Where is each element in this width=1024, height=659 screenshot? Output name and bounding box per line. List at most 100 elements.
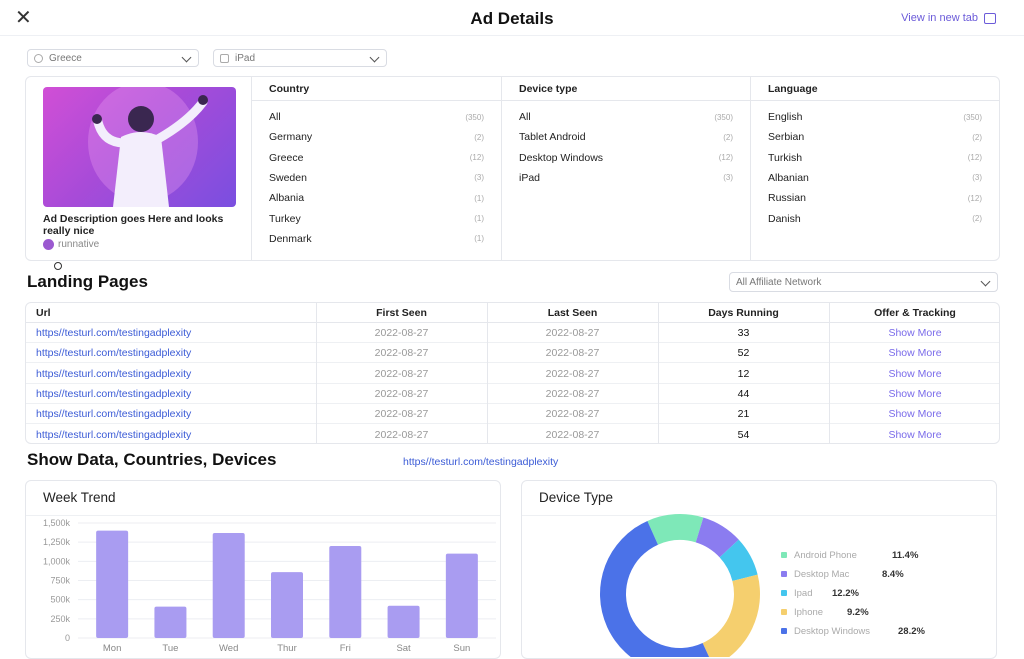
slice-iphone[interactable] [702,574,760,657]
panel-divider [522,515,996,516]
show-more-link[interactable]: Show More [888,367,942,380]
bar-sun[interactable] [445,553,478,638]
view-in-new-tab-link[interactable]: View in new tab [901,12,996,24]
first-seen-cell: 2022-08-27 [374,387,429,400]
slice-android-phone[interactable] [647,514,704,545]
table-row: https//testurl.com/testingadplexity 2022-… [26,364,999,384]
legend-swatch [781,609,787,615]
landing-url-link[interactable]: https//testurl.com/testingadplexity [36,408,192,421]
x-tick-label: Tue [162,643,178,654]
language-option[interactable]: Russian (12) [768,188,982,208]
y-tick-label: 1,000k [43,556,71,566]
language-option[interactable]: Turkish (12) [768,148,982,168]
show-more-link[interactable]: Show More [888,408,942,421]
ad-creative-image[interactable] [43,87,236,207]
country-option-label: Turkey [269,212,301,225]
show-more-link[interactable]: Show More [888,347,942,360]
landing-url-link[interactable]: https//testurl.com/testingadplexity [36,347,192,360]
legend-label: Iphone [794,607,823,618]
country-option[interactable]: All (350) [269,107,484,127]
bar-fri[interactable] [329,546,362,638]
slice-desktop-windows[interactable] [600,520,714,657]
language-column-title: Language [751,77,999,101]
bar-mon[interactable] [96,530,129,638]
device-type-chart-title: Device Type [539,490,614,505]
show-more-link[interactable]: Show More [888,387,942,400]
show-data-url-link[interactable]: https//testurl.com/testingadplexity [403,456,559,468]
header: ✕ Ad Details View in new tab [0,0,1024,36]
device-type-option[interactable]: All (350) [519,107,733,127]
column-divider [487,303,488,443]
column-divider [829,303,830,443]
country-option[interactable]: Greece (12) [269,148,484,168]
country-select-value: Greece [49,52,82,64]
view-in-new-tab-label: View in new tab [901,12,978,24]
country-option-count: (12) [469,153,484,163]
language-option[interactable]: Albanian (3) [768,168,982,188]
bar-sat[interactable] [387,605,420,638]
country-option-label: Sweden [269,171,307,184]
legend-label: Desktop Windows [794,626,870,637]
external-link-icon [984,12,996,24]
language-option-count: (2) [972,132,982,142]
language-option[interactable]: English (350) [768,107,982,127]
country-option[interactable]: Sweden (3) [269,168,484,188]
country-option[interactable]: Albania (1) [269,188,484,208]
slice-ipad[interactable] [719,539,758,581]
table-row: https//testurl.com/testingadplexity 2022-… [26,425,999,444]
device-icon [220,53,229,63]
x-tick-label: Sun [453,643,470,654]
first-seen-cell: 2022-08-27 [374,347,429,360]
country-option[interactable]: Denmark (1) [269,229,484,249]
legend-value: 12.2% [832,588,859,599]
country-option-count: (1) [474,214,484,223]
close-icon[interactable]: ✕ [15,7,32,29]
last-seen-cell: 2022-08-27 [545,327,600,339]
chevron-down-icon [980,276,991,287]
affiliate-network-select[interactable]: All Affiliate Network [729,272,998,292]
bar-thur[interactable] [271,572,303,638]
last-seen-cell: 2022-08-27 [545,347,600,360]
show-more-link[interactable]: Show More [888,428,942,441]
country-option[interactable]: Germany (2) [269,127,484,147]
device-type-option-label: Desktop Windows [519,151,604,164]
slice-desktop-mac[interactable] [695,517,739,558]
country-select[interactable]: Greece [27,49,199,67]
column-header-days-running: Days Running [708,307,779,319]
days-running-cell: 54 [737,428,750,441]
bar-wed[interactable] [212,532,245,638]
device-type-option[interactable]: Tablet Android (2) [519,127,733,147]
device-type-option[interactable]: Desktop Windows (12) [519,148,733,168]
status-indicator-icon [54,262,62,270]
country-option[interactable]: Turkey (1) [269,209,484,229]
table-row: https//testurl.com/testingadplexity 2022-… [26,343,999,364]
landing-url-link[interactable]: https//testurl.com/testingadplexity [36,428,192,441]
language-option[interactable]: Serbian (2) [768,127,982,147]
bar-tue[interactable] [154,606,187,638]
y-tick-label: 1,250k [43,537,71,547]
device-type-option[interactable]: iPad (3) [519,168,733,188]
language-option[interactable]: Danish (2) [768,209,982,229]
device-select[interactable]: iPad [213,49,387,67]
device-type-option-count: (350) [714,112,733,122]
legend-value: 8.4% [882,569,904,580]
y-tick-label: 250k [50,614,70,624]
last-seen-cell: 2022-08-27 [545,387,600,400]
landing-url-link[interactable]: https//testurl.com/testingadplexity [36,327,192,339]
last-seen-cell: 2022-08-27 [545,428,600,441]
days-running-cell: 44 [737,387,750,400]
ad-brand[interactable]: runnative [43,239,99,250]
landing-url-link[interactable]: https//testurl.com/testingadplexity [36,387,192,400]
landing-url-link[interactable]: https//testurl.com/testingadplexity [36,367,192,380]
device-select-value: iPad [235,52,256,64]
language-option-label: Turkish [768,151,803,164]
country-option-count: (3) [474,173,484,183]
ad-preview-card: Ad Description goes Here and looks reall… [26,77,252,260]
affiliate-network-select-value: All Affiliate Network [736,276,822,288]
device-type-option-count: (3) [723,173,733,183]
legend-value: 9.2% [847,607,869,618]
table-row: https//testurl.com/testingadplexity 2022-… [26,384,999,404]
device-type-option-label: Tablet Android [519,131,586,144]
show-more-link[interactable]: Show More [888,327,942,339]
ad-brand-name: runnative [58,239,100,250]
